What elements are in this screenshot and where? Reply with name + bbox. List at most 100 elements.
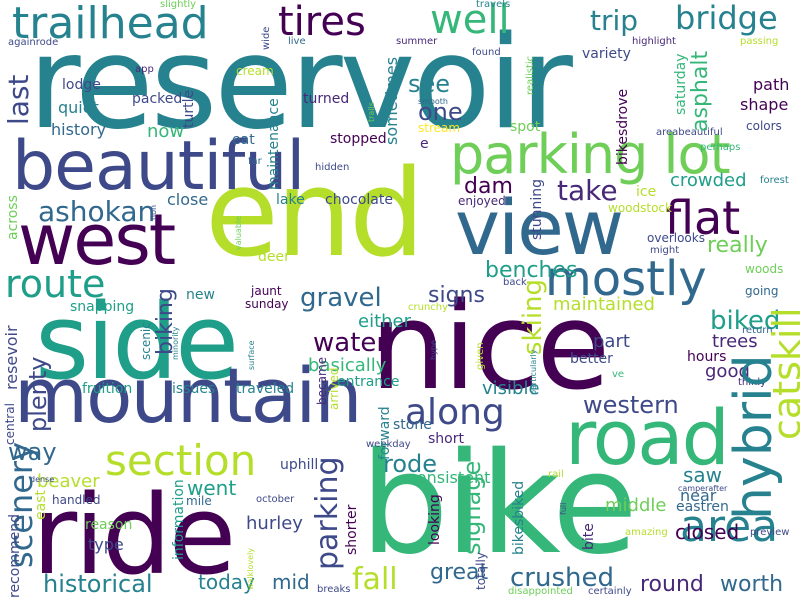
word-resevoir: resevoir (2, 325, 21, 390)
word-better: better (570, 351, 613, 367)
word-overlooks: recommend (7, 514, 23, 598)
word-last: last (2, 74, 35, 125)
word-gravel: gravel (300, 283, 382, 313)
word-going: woods (745, 262, 784, 276)
word-mostly: mostly (545, 251, 707, 307)
word-area: area (680, 501, 779, 552)
word-travels: slightly (160, 0, 197, 10)
word-trails: far (248, 156, 262, 167)
word-trailhead: trailhead (12, 0, 209, 49)
word-hidden: forest (760, 175, 789, 186)
word-arrived: reason (85, 517, 133, 533)
word-across: across (5, 195, 21, 240)
word-plenty: plenty (24, 356, 52, 433)
word-benches: benches (485, 258, 578, 283)
word-route: route (5, 262, 106, 306)
word-end: end (205, 145, 425, 284)
word-handled: information (171, 479, 187, 560)
word-shape: shape (740, 95, 789, 114)
word-forward: forward (377, 406, 393, 460)
word-asphalt: asphalt (688, 50, 713, 132)
word-entrance: entrance (337, 374, 400, 390)
word-western: western (583, 391, 679, 419)
word-full: full (559, 502, 568, 515)
word-bike: bike (360, 423, 638, 586)
word-certainly: certainly (588, 586, 632, 597)
word-smooth: passing (740, 36, 779, 47)
word-wide: found (472, 47, 501, 58)
word-sunday: sunday (245, 297, 289, 311)
word-maintained: maintained (553, 294, 655, 315)
word-bridge: bridge (675, 0, 778, 37)
word-cream: cream (236, 64, 274, 78)
word-breaks: breaks (317, 584, 351, 595)
word-today: today (198, 570, 255, 594)
word-type: type (88, 535, 124, 554)
word-way: way (8, 438, 57, 466)
word-might: non (149, 204, 158, 220)
word-west: west (18, 199, 176, 281)
word-totally: totally (474, 552, 488, 590)
word-woodstock: woodstock (608, 201, 672, 215)
word-maintenance: maintenance (266, 98, 282, 190)
word-reason: eastren (676, 499, 729, 515)
word-trees: trees (712, 331, 758, 352)
word-preview: preview (750, 527, 790, 538)
word-rode: rode (383, 450, 438, 478)
word-thinly: going (745, 284, 779, 298)
word-flat: flat (665, 191, 741, 245)
word-bikesbiked: bikesbiked (511, 480, 527, 555)
word-information: handled (52, 493, 101, 507)
word-turtle: turtle (181, 89, 197, 128)
word-mid: mid (272, 570, 310, 594)
word-history: history (51, 120, 107, 139)
word-see: see (408, 70, 451, 98)
word-app: app (135, 64, 154, 75)
word-surface: surface (247, 340, 256, 370)
word-deer: deer (258, 249, 290, 265)
word-signage: signage (458, 460, 486, 555)
word-woods: overlooks (647, 231, 705, 245)
word-historical: historical (43, 570, 153, 598)
word-along: along (405, 392, 505, 433)
word-back: return (742, 325, 773, 336)
word-consistent: consistent (408, 468, 491, 487)
word-ashokan: ashokan (38, 195, 156, 228)
word-worth: worth (720, 572, 784, 597)
word-side: side (35, 281, 239, 403)
word-beaver: beaver (37, 471, 100, 492)
word-quiet: quiet (58, 98, 99, 117)
word-well: well (430, 0, 510, 43)
word-lake: lake (276, 192, 305, 208)
word-part: part (593, 331, 630, 352)
word-shorter: shorter (344, 504, 360, 555)
word-live: wide (261, 26, 272, 50)
word-water: water (313, 328, 388, 358)
word-realistic: smooth (418, 97, 448, 106)
word-near: near (680, 486, 717, 505)
word-particularly: particularly (529, 349, 538, 395)
word-dam: dam (464, 174, 513, 199)
word-camperafter: camperafter (678, 484, 728, 493)
word-fall: fall (352, 562, 398, 597)
word-scenic: scenic (139, 322, 153, 360)
word-biked: biked (710, 306, 781, 336)
word-closed: closed (675, 520, 740, 544)
word-disappointed: disappointed (508, 586, 573, 597)
word-rail: rail (548, 469, 564, 480)
word-valuable: valuable (234, 215, 243, 250)
word-eastren: arrived (327, 367, 341, 410)
word-take: take (557, 174, 618, 207)
word-eat: eat (232, 132, 255, 148)
word-forest: perhaps (700, 142, 741, 153)
word-summer: live (288, 36, 306, 47)
word-october: october (256, 494, 295, 505)
word-road: road (565, 393, 730, 482)
word-went: went (187, 476, 237, 500)
word-passing: highlight (632, 36, 676, 47)
word-jaunt: jaunt (251, 284, 282, 298)
word-turned: turned (303, 91, 350, 107)
word-really: really (707, 233, 768, 258)
word-packed: packed (132, 91, 183, 107)
word-central: central (3, 403, 17, 445)
